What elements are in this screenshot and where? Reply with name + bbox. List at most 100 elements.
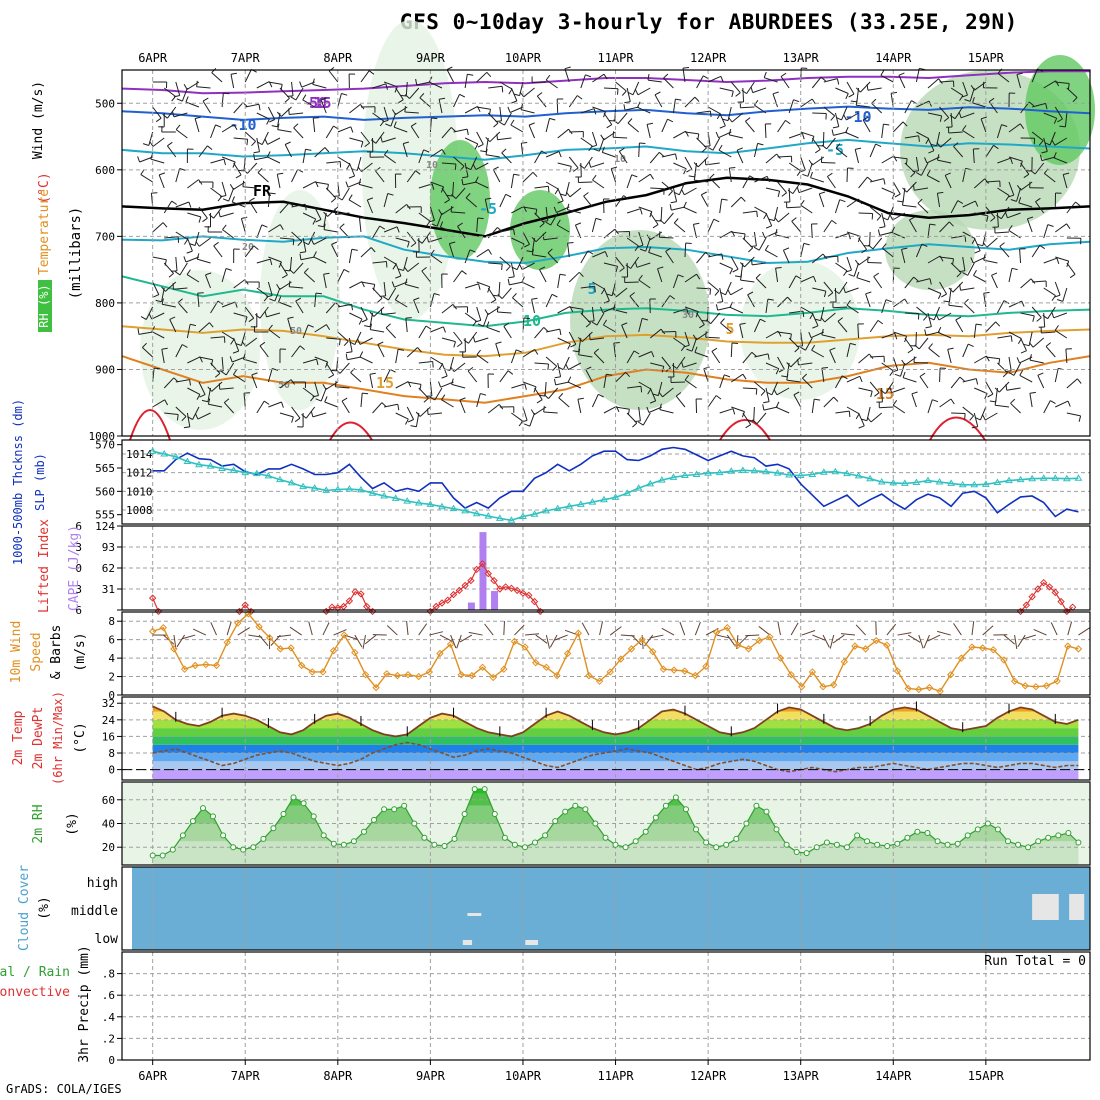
wind-barb: [175, 256, 178, 271]
wind-barb-flag: [902, 187, 908, 193]
wind-barb-flag: [1045, 342, 1052, 347]
wind-barb-flag: [368, 70, 375, 75]
wind-barb-flag: [909, 216, 915, 221]
wind10-barb: [599, 621, 603, 636]
wind-barb: [1000, 206, 1010, 219]
lifted-tick-label: 3: [75, 541, 82, 554]
temp-2m-label: 2m Temp: [11, 710, 26, 765]
cloud-frame: [121, 866, 1091, 951]
wind-barb-flag: [558, 393, 564, 399]
wind-barb: [1065, 348, 1068, 364]
isotherm-line: [929, 416, 986, 441]
wind-barb: [211, 72, 223, 83]
wind-barb-flag: [631, 174, 638, 178]
wind-barb: [1008, 181, 1015, 196]
wind-barb-flag: [431, 117, 438, 120]
wind-barb-flag: [351, 304, 353, 311]
wind-barb-flag: [604, 251, 608, 258]
wind-barb-flag: [543, 327, 549, 332]
wind-barb-flag: [508, 276, 515, 279]
wind-barb: [823, 396, 835, 408]
wind-barb-flag: [439, 97, 446, 100]
wind-barb: [522, 406, 528, 421]
wind-barb: [1031, 306, 1042, 318]
wind-barb: [369, 374, 374, 389]
wind-barb: [221, 181, 227, 196]
wind-barb: [585, 369, 593, 383]
wind-barb: [707, 75, 722, 83]
y-tick-label: 4: [108, 652, 115, 665]
wind-barb-flag: [367, 197, 374, 201]
wind-barb-flag: [821, 144, 827, 150]
wind-barb: [243, 156, 246, 171]
wind-barb: [240, 218, 246, 233]
wind-barb-flag: [313, 117, 320, 119]
wind-barb: [522, 206, 537, 210]
slp-tick-label: 1010: [126, 485, 153, 498]
lifted-index-point: [507, 584, 516, 593]
wind-barb: [916, 100, 930, 108]
wind-barb: [457, 226, 466, 239]
lifted-index-point: [501, 583, 510, 591]
wind10-barb: [258, 634, 269, 647]
wind-barb: [152, 106, 162, 119]
wind-barb: [349, 137, 364, 143]
wind-barb-flag: [474, 319, 481, 323]
wind-barb-flag: [369, 323, 372, 330]
wind-barb: [360, 247, 372, 258]
wind-barb-flag: [783, 247, 790, 251]
wind-barb-flag: [608, 120, 615, 122]
wind-barb: [268, 81, 283, 85]
wind-barb: [835, 232, 849, 239]
wind-barb-flag: [559, 273, 566, 276]
wind-barb: [1062, 287, 1068, 302]
wind-barb: [1026, 218, 1033, 233]
wind-barb: [267, 106, 276, 120]
wind-barb: [626, 237, 639, 247]
lifted-index-label: Lifted Index: [37, 519, 52, 613]
wind-barb: [591, 394, 599, 408]
wind-barb-flag: [649, 173, 654, 180]
wind-barb: [892, 356, 899, 371]
wind-barb-flag: [397, 268, 404, 271]
wind-barb: [562, 356, 570, 370]
wind-barb: [464, 312, 477, 322]
wind-barb: [1055, 81, 1070, 84]
wind-barb-flag: [341, 397, 348, 402]
cape-frame: [121, 525, 1091, 611]
wind-barb-flag: [858, 425, 865, 429]
wind10-point: [478, 663, 487, 672]
wind-barb-flag: [547, 363, 549, 370]
wind-barb-flag: [266, 151, 271, 158]
wind-barb-flag: [970, 257, 974, 264]
wind-barb-flag: [567, 343, 571, 350]
wind10-point: [553, 671, 561, 680]
wind-barb: [167, 106, 177, 119]
wind-barb-flag: [565, 363, 569, 370]
wind-barb: [468, 331, 478, 344]
rh-2m-point: [813, 844, 820, 851]
wind-barb-flag: [751, 351, 757, 357]
wind-barb-flag: [449, 241, 456, 245]
wind-barb: [557, 274, 561, 289]
wind-barb-flag: [1057, 118, 1063, 123]
wind-barb-flag: [894, 373, 901, 377]
wind-barb: [845, 132, 859, 139]
x-tick-label-bottom: 7APR: [231, 1069, 261, 1083]
wind-barb-flag: [570, 343, 577, 348]
wind-barb-flag: [232, 350, 239, 354]
wind-barb: [696, 251, 706, 264]
wind-barb-flag: [980, 116, 987, 120]
wind-barb-flag: [1067, 400, 1071, 407]
wind10-point: [947, 671, 955, 679]
wind-barb: [986, 237, 998, 248]
thickness-point: [333, 485, 342, 492]
wind-barb: [213, 245, 223, 258]
wind-barb-flag: [472, 336, 476, 343]
wind-barb-flag: [925, 326, 932, 329]
wind-barb: [359, 337, 373, 345]
wind-barb: [567, 209, 581, 214]
wind-barb: [610, 168, 617, 183]
wind-barb: [615, 256, 625, 269]
wind-barb-flag: [722, 118, 729, 122]
